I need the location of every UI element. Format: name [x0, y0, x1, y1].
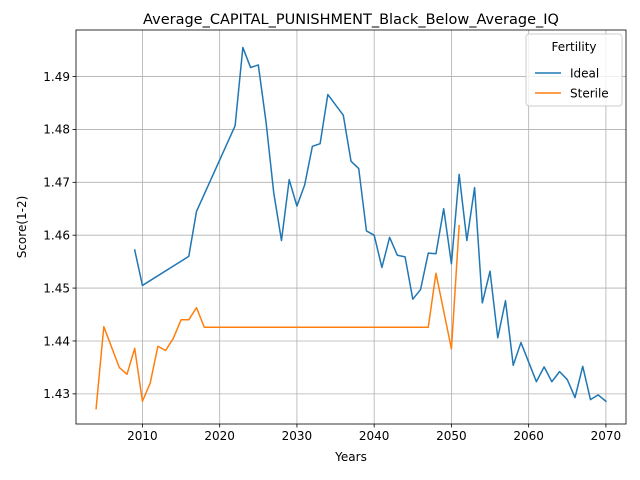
- x-tick-label: 2010: [127, 429, 158, 443]
- y-axis-label: Score(1-2): [15, 196, 29, 259]
- x-tick-label: 2060: [513, 429, 544, 443]
- series-line-ideal: [133, 46, 607, 403]
- x-tick-label: 2050: [436, 429, 467, 443]
- chart-title: Average_CAPITAL_PUNISHMENT_Black_Below_A…: [143, 12, 559, 28]
- axis-ticks: 2010 2020 2030 2040 2050 2060 2070 1.43 1.44 1.45…: [43, 70, 621, 443]
- x-tick-label: 2070: [591, 429, 622, 443]
- y-tick-label: 1.43: [43, 387, 70, 401]
- legend-entry-ideal: Ideal: [570, 66, 599, 80]
- series-line-sterile: [95, 224, 460, 410]
- x-tick-label: 2030: [282, 429, 313, 443]
- y-tick-label: 1.44: [43, 334, 70, 348]
- y-tick-label: 1.48: [43, 123, 70, 137]
- legend-box: [525, 33, 623, 107]
- legend-entry-sterile: Sterile: [570, 86, 609, 100]
- y-tick-label: 1.47: [43, 176, 70, 190]
- plot-frame: [75, 29, 627, 425]
- x-axis-label: Years: [334, 450, 367, 464]
- y-tick-label: 1.46: [43, 228, 70, 242]
- legend: Fertility Ideal Sterile: [525, 33, 623, 107]
- legend-title: Fertility: [551, 40, 596, 54]
- x-tick-label: 2040: [359, 429, 390, 443]
- y-tick-label: 1.45: [43, 281, 70, 295]
- grid-lines: [76, 30, 626, 424]
- x-tick-label: 2020: [204, 429, 235, 443]
- series-lines: [95, 46, 607, 410]
- y-tick-label: 1.49: [43, 70, 70, 84]
